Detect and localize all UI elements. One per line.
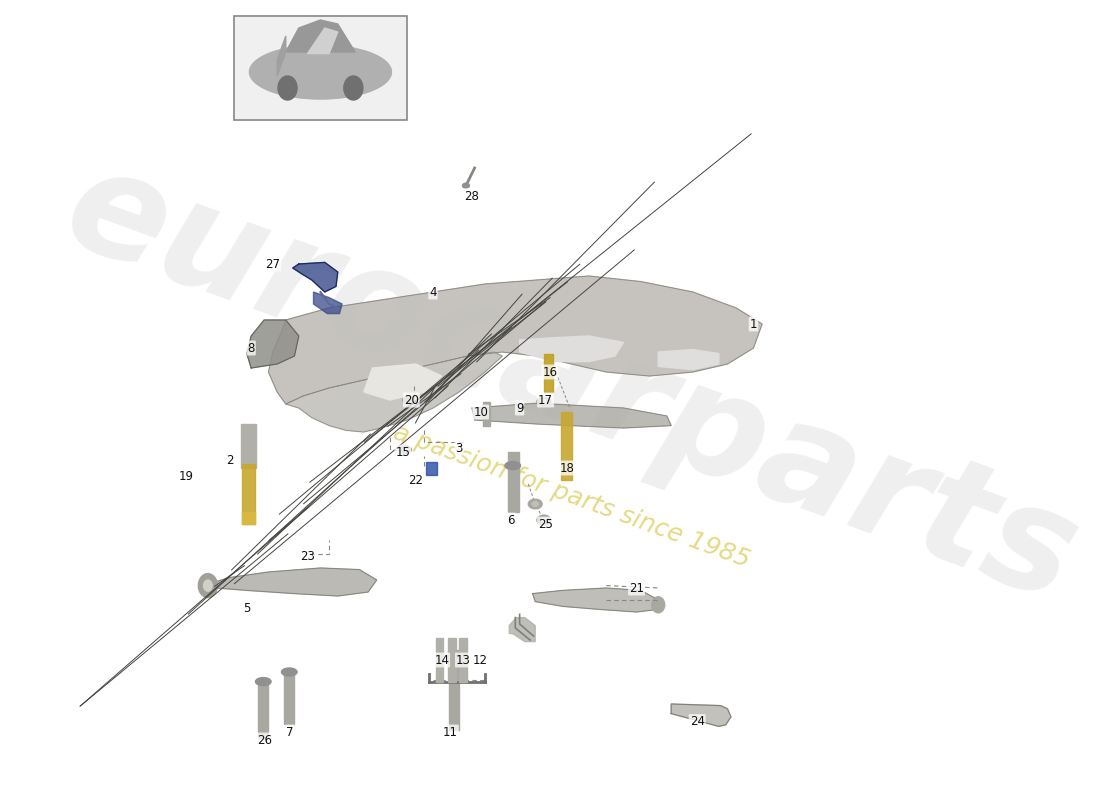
Ellipse shape	[505, 462, 520, 470]
Text: 9: 9	[516, 402, 524, 414]
Polygon shape	[364, 364, 442, 400]
Ellipse shape	[399, 446, 411, 454]
Text: 25: 25	[538, 518, 553, 530]
Ellipse shape	[344, 76, 363, 100]
Bar	[242, 464, 255, 524]
Ellipse shape	[403, 448, 408, 451]
Text: 20: 20	[404, 394, 419, 406]
Text: 13: 13	[455, 654, 471, 666]
Ellipse shape	[255, 678, 271, 686]
Polygon shape	[426, 462, 438, 475]
Polygon shape	[307, 28, 338, 54]
Text: 1: 1	[750, 318, 757, 330]
Ellipse shape	[532, 502, 538, 506]
Ellipse shape	[540, 400, 548, 403]
Polygon shape	[246, 320, 299, 368]
Polygon shape	[509, 618, 536, 642]
Text: 11: 11	[443, 726, 458, 738]
Bar	[507, 452, 519, 512]
Bar	[483, 402, 491, 426]
Ellipse shape	[528, 499, 542, 509]
Ellipse shape	[198, 574, 218, 598]
Text: 10: 10	[473, 406, 488, 418]
Ellipse shape	[462, 183, 470, 188]
Text: 12: 12	[473, 654, 488, 666]
Text: 26: 26	[256, 734, 272, 746]
Bar	[459, 638, 466, 682]
Text: 18: 18	[560, 462, 574, 474]
Bar	[284, 672, 295, 724]
Text: 24: 24	[690, 715, 705, 728]
Bar	[448, 638, 455, 682]
Polygon shape	[532, 588, 658, 612]
Text: a passion for parts since 1985: a passion for parts since 1985	[390, 420, 754, 572]
Bar	[436, 638, 443, 682]
Ellipse shape	[278, 76, 297, 100]
Text: 17: 17	[538, 394, 553, 406]
Polygon shape	[286, 352, 503, 432]
Ellipse shape	[541, 518, 547, 522]
Text: 5: 5	[243, 602, 251, 614]
Text: 8: 8	[248, 342, 255, 354]
Bar	[561, 412, 572, 480]
Text: 2: 2	[226, 454, 233, 466]
Polygon shape	[519, 336, 624, 362]
Polygon shape	[314, 292, 342, 314]
Text: 22: 22	[408, 474, 424, 486]
Bar	[543, 354, 552, 392]
Text: 6: 6	[507, 514, 515, 526]
Text: 28: 28	[464, 190, 480, 202]
Ellipse shape	[403, 396, 415, 404]
Ellipse shape	[537, 398, 551, 406]
Bar	[449, 650, 459, 730]
Polygon shape	[268, 276, 762, 404]
Bar	[258, 682, 268, 738]
Polygon shape	[658, 350, 718, 370]
Ellipse shape	[651, 597, 664, 613]
Text: 3: 3	[455, 442, 463, 454]
Polygon shape	[286, 20, 355, 52]
Text: 14: 14	[434, 654, 449, 666]
Text: 27: 27	[265, 258, 280, 270]
Bar	[234, 16, 407, 120]
Text: 16: 16	[542, 366, 558, 378]
Text: 15: 15	[395, 446, 410, 458]
Polygon shape	[472, 403, 671, 428]
Polygon shape	[277, 36, 286, 76]
Polygon shape	[206, 568, 376, 596]
Text: 23: 23	[300, 550, 315, 562]
Ellipse shape	[537, 515, 551, 525]
Text: 19: 19	[178, 470, 194, 482]
Text: 21: 21	[629, 582, 645, 594]
Text: 7: 7	[286, 726, 294, 738]
Polygon shape	[671, 704, 732, 726]
Ellipse shape	[282, 668, 297, 676]
Text: 4: 4	[429, 286, 437, 298]
Text: eurocarparts: eurocarparts	[47, 136, 1096, 632]
Polygon shape	[293, 262, 338, 292]
Ellipse shape	[204, 580, 212, 591]
Bar	[242, 512, 255, 524]
Ellipse shape	[250, 45, 392, 99]
Bar	[241, 424, 256, 468]
